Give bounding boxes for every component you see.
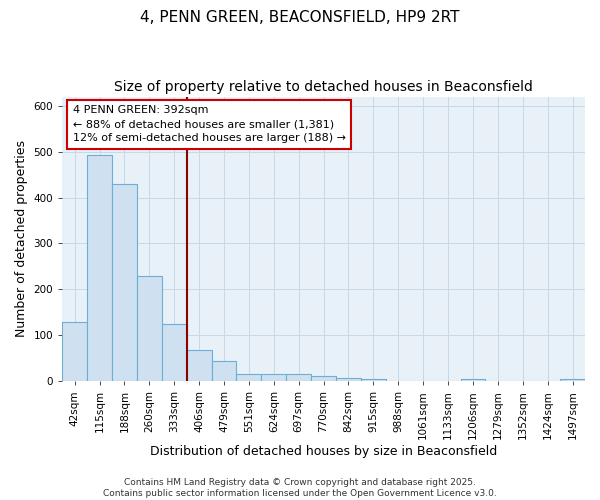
X-axis label: Distribution of detached houses by size in Beaconsfield: Distribution of detached houses by size …: [150, 444, 497, 458]
Bar: [236, 374, 262, 381]
Bar: [361, 379, 386, 381]
Y-axis label: Number of detached properties: Number of detached properties: [15, 140, 28, 338]
Text: 4, PENN GREEN, BEACONSFIELD, HP9 2RT: 4, PENN GREEN, BEACONSFIELD, HP9 2RT: [140, 10, 460, 25]
Bar: [311, 376, 336, 381]
Bar: [212, 361, 236, 381]
Bar: [336, 378, 361, 381]
Bar: [187, 350, 212, 381]
Bar: [87, 155, 112, 381]
Bar: [560, 380, 585, 381]
Bar: [62, 322, 87, 381]
Bar: [286, 374, 311, 381]
Bar: [162, 324, 187, 381]
Bar: [262, 374, 286, 381]
Text: Contains HM Land Registry data © Crown copyright and database right 2025.
Contai: Contains HM Land Registry data © Crown c…: [103, 478, 497, 498]
Title: Size of property relative to detached houses in Beaconsfield: Size of property relative to detached ho…: [114, 80, 533, 94]
Text: 4 PENN GREEN: 392sqm
← 88% of detached houses are smaller (1,381)
12% of semi-de: 4 PENN GREEN: 392sqm ← 88% of detached h…: [73, 105, 346, 143]
Bar: [461, 380, 485, 381]
Bar: [112, 184, 137, 381]
Bar: [137, 276, 162, 381]
